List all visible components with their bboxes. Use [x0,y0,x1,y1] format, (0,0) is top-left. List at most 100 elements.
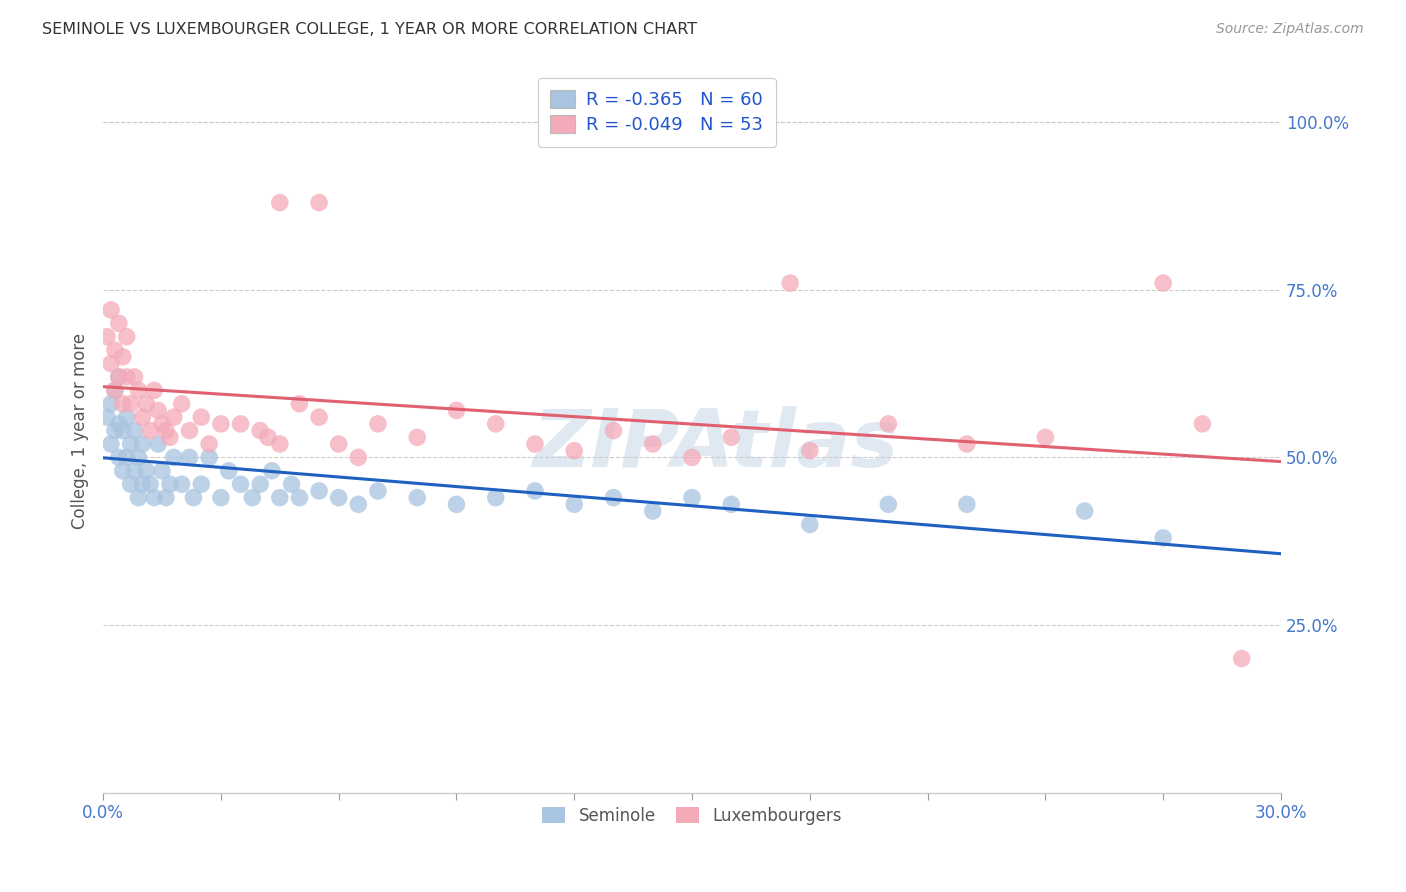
Text: Source: ZipAtlas.com: Source: ZipAtlas.com [1216,22,1364,37]
Point [170,397,193,411]
Point [209,491,232,505]
Point [1191,417,1213,431]
Point [124,464,146,478]
Point [485,417,508,431]
Point [562,443,585,458]
Point [111,350,134,364]
Text: SEMINOLE VS LUXEMBOURGER COLLEGE, 1 YEAR OR MORE CORRELATION CHART: SEMINOLE VS LUXEMBOURGER COLLEGE, 1 YEAR… [42,22,697,37]
Point [877,417,900,431]
Point [108,417,131,431]
Point [115,370,138,384]
Point [280,477,302,491]
Point [367,417,389,431]
Point [143,384,166,398]
Point [96,410,118,425]
Point [877,497,900,511]
Point [124,370,146,384]
Point [120,397,142,411]
Point [229,417,252,431]
Point [115,450,138,465]
Point [602,491,624,505]
Point [100,302,122,317]
Point [799,443,821,458]
Point [155,424,177,438]
Point [100,357,122,371]
Point [159,477,181,491]
Point [163,410,186,425]
Point [127,384,149,398]
Point [720,497,742,511]
Point [406,430,429,444]
Point [120,437,142,451]
Point [249,477,271,491]
Point [641,437,664,451]
Point [179,450,201,465]
Point [104,384,127,398]
Point [269,491,291,505]
Point [249,424,271,438]
Point [308,195,330,210]
Point [328,491,350,505]
Point [602,424,624,438]
Point [139,424,162,438]
Point [104,424,127,438]
Point [170,477,193,491]
Point [269,195,291,210]
Point [347,497,370,511]
Point [779,276,801,290]
Point [111,397,134,411]
Point [406,491,429,505]
Point [956,437,979,451]
Point [146,403,169,417]
Point [257,430,280,444]
Point [367,483,389,498]
Point [124,424,146,438]
Point [179,424,201,438]
Point [308,483,330,498]
Point [108,370,131,384]
Point [681,491,703,505]
Point [260,464,283,478]
Point [96,329,118,343]
Point [139,477,162,491]
Point [135,397,157,411]
Point [799,517,821,532]
Point [198,437,221,451]
Point [524,437,547,451]
Point [288,491,311,505]
Point [115,410,138,425]
Point [159,430,181,444]
Point [720,430,742,444]
Point [135,464,157,478]
Point [155,491,177,505]
Point [127,491,149,505]
Point [131,477,153,491]
Point [1152,531,1174,545]
Point [108,316,131,330]
Point [120,477,142,491]
Point [143,491,166,505]
Point [347,450,370,465]
Y-axis label: College, 1 year or more: College, 1 year or more [72,333,89,529]
Point [163,450,186,465]
Point [956,497,979,511]
Point [115,329,138,343]
Point [209,417,232,431]
Point [150,417,173,431]
Point [288,397,311,411]
Point [111,464,134,478]
Point [269,437,291,451]
Point [127,450,149,465]
Point [1073,504,1095,518]
Point [100,437,122,451]
Point [131,410,153,425]
Point [562,497,585,511]
Point [111,424,134,438]
Point [131,437,153,451]
Point [190,477,212,491]
Point [240,491,263,505]
Point [328,437,350,451]
Point [229,477,252,491]
Point [104,384,127,398]
Point [198,450,221,465]
